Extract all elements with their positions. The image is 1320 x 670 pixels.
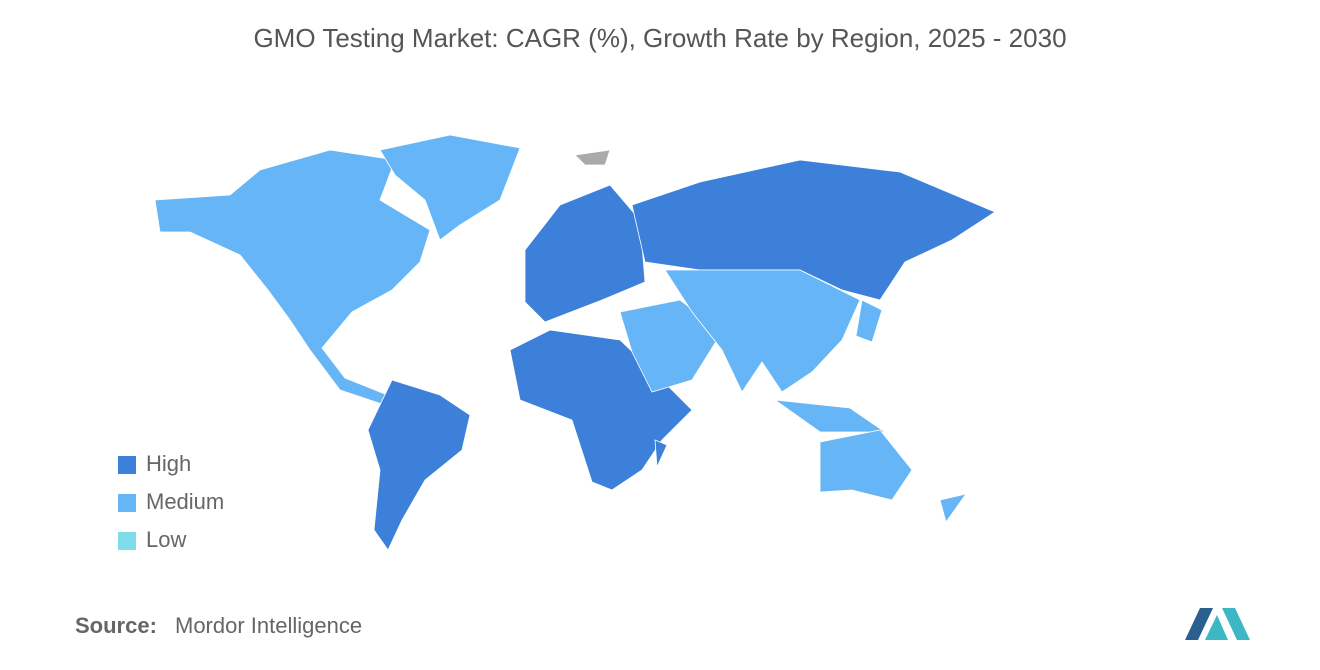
europe — [524, 184, 646, 323]
world-map — [154, 134, 996, 551]
logo — [1185, 608, 1250, 640]
greenland — [379, 134, 521, 241]
legend-swatch — [118, 532, 136, 550]
japan — [855, 299, 883, 343]
no-data-region — [574, 149, 611, 166]
legend-label: High — [146, 451, 191, 476]
legend-swatch — [118, 494, 136, 512]
middle-east — [619, 299, 723, 393]
source-label: Source: — [75, 613, 157, 638]
north-america — [154, 149, 431, 406]
source-text: Mordor Intelligence — [175, 613, 362, 638]
new-zealand — [939, 493, 967, 523]
legend-swatch — [118, 456, 136, 474]
southeast-asia — [773, 399, 887, 433]
legend: High Medium Low — [118, 451, 224, 552]
asia — [664, 269, 861, 393]
south-america — [367, 379, 471, 551]
title: GMO Testing Market: CAGR (%), Growth Rat… — [253, 23, 1066, 53]
madagascar — [654, 439, 668, 468]
australia — [819, 429, 913, 501]
legend-label: Low — [146, 527, 186, 552]
legend-label: Medium — [146, 489, 224, 514]
